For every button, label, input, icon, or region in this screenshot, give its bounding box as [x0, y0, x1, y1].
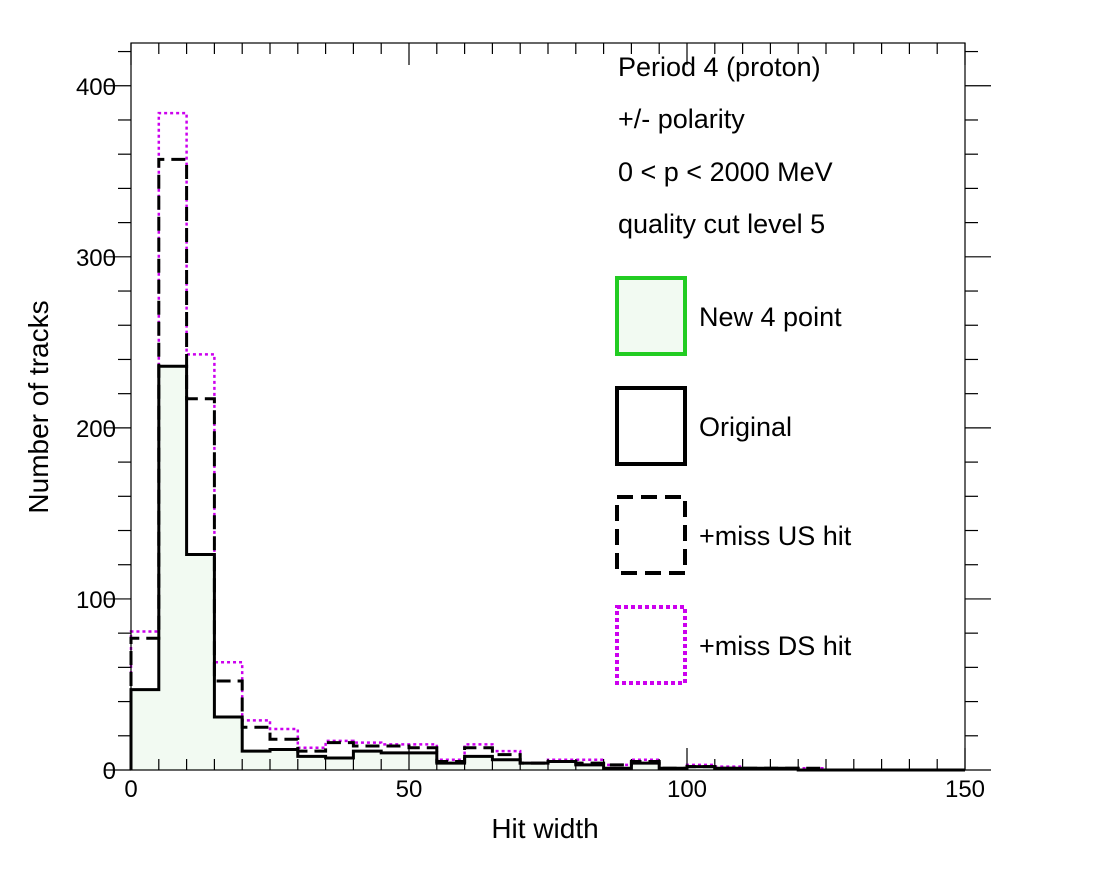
annotation-polarity: +/- polarity	[618, 104, 745, 134]
series-fill-new-4-point	[131, 366, 965, 770]
x-tick-label: 100	[667, 776, 707, 803]
y-tick-label: 200	[76, 416, 116, 443]
annotation-period: Period 4 (proton)	[618, 52, 821, 82]
legend-label: +miss US hit	[699, 521, 852, 551]
y-tick-label: 0	[103, 758, 116, 785]
y-axis-title: Number of tracks	[23, 300, 54, 513]
series-line-miss-us-hit	[129, 157, 965, 772]
series-line-original	[129, 364, 965, 772]
legend-entry: Original	[615, 386, 792, 466]
legend-label: Original	[699, 412, 792, 442]
legend-label: +miss DS hit	[699, 631, 852, 661]
legend-label: New 4 point	[699, 302, 842, 332]
annotation-quality-cut: quality cut level 5	[618, 209, 825, 239]
x-tick-label: 0	[124, 776, 137, 803]
legend-swatch	[615, 386, 687, 466]
x-tick-label: 150	[945, 776, 985, 803]
y-tick-label: 400	[76, 74, 116, 101]
legend: New 4 point Original +miss US hit +miss DS …	[615, 276, 852, 685]
series-layer	[129, 111, 965, 772]
ticks-layer: 0 50 100 150 0 100 200 300 400	[76, 43, 991, 803]
series-line-miss-ds-hit	[129, 111, 965, 772]
legend-entry: +miss DS hit	[615, 605, 852, 685]
y-tick-label: 300	[76, 245, 116, 272]
legend-swatch	[615, 495, 687, 575]
annotation-momentum-range: 0 < p < 2000 MeV	[618, 157, 833, 187]
x-tick-label: 50	[396, 776, 423, 803]
legend-entry: +miss US hit	[615, 495, 852, 575]
x-axis-title: Hit width	[491, 813, 598, 844]
y-tick-label: 100	[76, 587, 116, 614]
legend-swatch	[615, 276, 687, 356]
legend-swatch	[615, 605, 687, 685]
legend-entry: New 4 point	[615, 276, 842, 356]
